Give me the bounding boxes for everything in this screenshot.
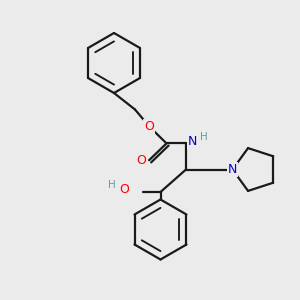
Text: H: H bbox=[200, 132, 208, 142]
Text: O: O bbox=[136, 154, 146, 167]
Text: O: O bbox=[145, 120, 154, 133]
Text: H: H bbox=[108, 180, 116, 190]
Text: N: N bbox=[188, 135, 197, 148]
Text: N: N bbox=[228, 163, 237, 176]
Text: O: O bbox=[120, 183, 130, 196]
